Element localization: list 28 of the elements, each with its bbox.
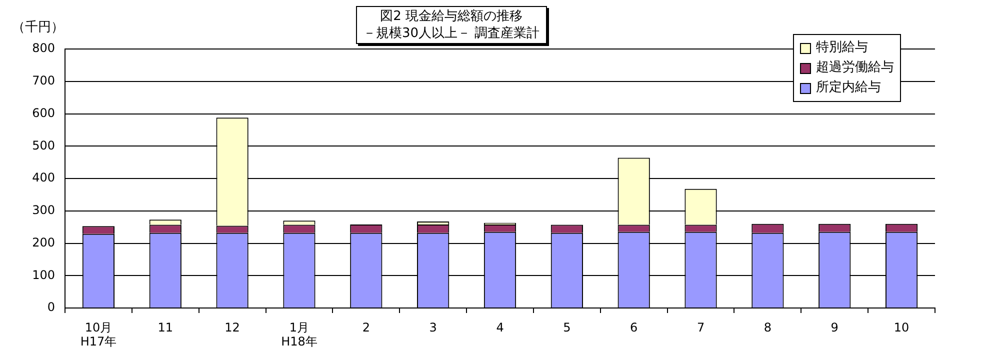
y-axis-title: （千円） xyxy=(12,19,64,36)
x-tick-label: 6 xyxy=(630,320,638,334)
x-tick-label: 1月 H18年 xyxy=(281,320,318,349)
chart-subtitle: －規模30人以上－ 調査産業計 xyxy=(363,25,540,42)
x-tick-label: 3 xyxy=(429,320,437,334)
y-tick-label: 700 xyxy=(32,74,55,88)
y-tick-label: 600 xyxy=(32,106,55,120)
x-tick-label: 12 xyxy=(224,320,240,334)
legend-label: 超過労働給与 xyxy=(816,59,894,77)
x-tick-label: 10 xyxy=(894,320,910,334)
y-tick-label: 500 xyxy=(32,138,55,152)
x-tick-label: 5 xyxy=(563,320,571,334)
x-tick-label: 11 xyxy=(158,320,174,334)
y-tick-label: 0 xyxy=(47,300,55,314)
x-tick-label: 2 xyxy=(362,320,370,334)
legend-label: 特別給与 xyxy=(816,39,868,57)
chart-title: 図2 現金給与総額の推移 xyxy=(379,8,524,25)
legend-label: 所定内給与 xyxy=(816,79,881,97)
y-tick-label: 400 xyxy=(32,170,55,185)
y-tick-label: 200 xyxy=(32,235,55,250)
y-tick-label: 100 xyxy=(32,268,55,282)
x-tick-label: 8 xyxy=(764,320,772,334)
x-tick-label: 4 xyxy=(496,320,504,334)
x-tick-label: 7 xyxy=(696,320,705,334)
x-tick-label: 10月 H17年 xyxy=(80,320,117,349)
y-tick-label: 300 xyxy=(32,203,55,217)
x-tick-label: 9 xyxy=(830,320,838,334)
y-tick-label: 800 xyxy=(32,41,55,56)
